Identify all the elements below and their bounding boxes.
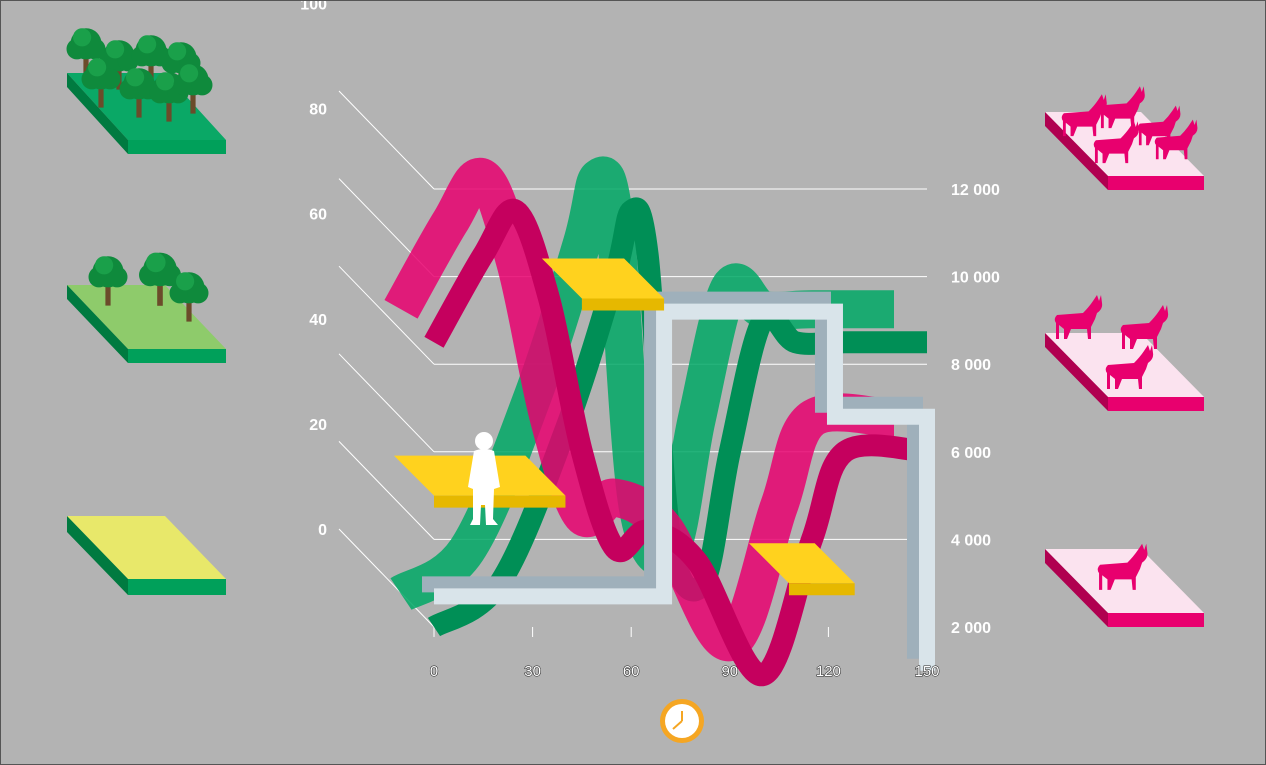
y-right-tick-label: 10 000 (951, 270, 1000, 287)
depth-gridline (338, 90, 435, 190)
depth-gridline (338, 441, 435, 540)
x-tick-label: 120 (816, 663, 841, 680)
axis-labels: 2 000 4 000 6 000 8 000 10 000 12 000 0 30 60 90 1… (300, 1, 1000, 681)
y-right-tick-label: 12 000 (951, 182, 1000, 199)
y-left-tick-label: 20 (309, 417, 327, 434)
human-activity-bars (394, 258, 855, 596)
series-step-line (434, 303, 935, 671)
depth-gridline (338, 265, 435, 365)
x-tick-label: 0 (430, 663, 438, 680)
human-activity-bar (541, 258, 665, 299)
human-silhouette-icon (468, 432, 500, 525)
medium-goat-herd-icon (1045, 295, 1204, 411)
x-tick-label: 60 (623, 663, 640, 680)
y-right-tick-label: 2 000 (951, 620, 991, 637)
y-left-tick-label: 100 (300, 1, 327, 13)
y-right-tick-label: 6 000 (951, 445, 991, 462)
dense-forest-icon (66, 28, 226, 154)
series-ribbons (384, 156, 935, 687)
x-tick-label: 150 (914, 663, 939, 680)
sparse-forest-icon (67, 252, 226, 363)
y-right-tick-label: 4 000 (951, 532, 991, 549)
depth-axis-line (338, 528, 435, 628)
large-goat-herd-icon (1045, 86, 1204, 190)
single-goat-icon (1045, 543, 1204, 627)
x-tick-label: 90 (721, 663, 738, 680)
series-step-shadow (422, 291, 923, 659)
y-left-tick-label: 80 (309, 102, 327, 119)
y-left-tick-label: 60 (309, 207, 327, 224)
y-right-tick-label: 8 000 (951, 357, 991, 374)
human-activity-bar-edge (434, 495, 566, 508)
clock-icon (660, 699, 704, 743)
y-left-tick-label: 0 (318, 522, 327, 539)
depth-gridline (338, 353, 435, 453)
series-ribbon-front (424, 198, 928, 687)
human-activity-bar-edge (581, 298, 665, 311)
y-left-tick-label: 40 (309, 312, 327, 329)
bare-grassland-icon (67, 516, 226, 595)
human-activity-bar (748, 543, 855, 584)
human-activity-bar-edge (788, 583, 855, 596)
x-tick-label: 30 (524, 663, 541, 680)
